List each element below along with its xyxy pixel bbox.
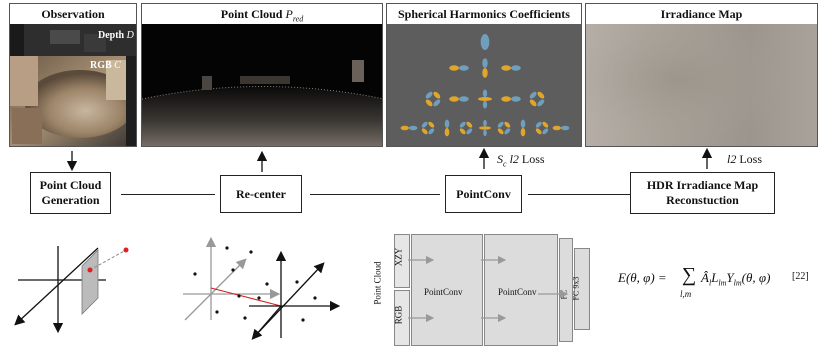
sh-lobe-6: [482, 100, 488, 109]
irradiance-image: [586, 24, 817, 146]
sh-lobe-10: [428, 128, 435, 135]
recenter-diagram: [183, 236, 341, 340]
sh-lobe-16: [535, 128, 542, 135]
recenter-box: Re-center: [220, 175, 302, 213]
observation-image: [10, 24, 136, 146]
sh-lobe-11: [444, 119, 450, 128]
sh-lobe-14: [497, 121, 504, 128]
sh-equation: E(θ, φ) = ∑ l,m ÂlLlmYlm(θ, φ) [22]: [618, 264, 809, 299]
observation-panel: Observation Depth D RGB C: [9, 3, 137, 147]
sh-lobe-12: [466, 128, 473, 135]
point-cloud-panel: Point Cloud Pred: [141, 3, 383, 147]
sh-lobe-8: [537, 99, 545, 107]
sh-lobe-15: [520, 128, 526, 137]
sh-loss-label: Sc l2 Loss: [497, 152, 545, 169]
eq-lhs: E(θ, φ) =: [618, 270, 667, 285]
sh-lobe-13: [483, 119, 487, 127]
sh-lobe-12: [459, 121, 466, 128]
connector-2: [310, 194, 440, 196]
sh-lobe-16: [535, 121, 542, 128]
sh-lobe-16: [542, 121, 549, 128]
sh-lobe-8: [529, 91, 537, 99]
pc-gen-line1: Point Cloud: [39, 178, 102, 192]
hdr-line2: Reconstuction: [666, 193, 739, 207]
sh-lobe-0: [480, 34, 490, 50]
sh-lobe-1: [459, 65, 469, 71]
hdr-reconstruction-box: HDR Irradiance Map Reconstuction: [630, 172, 775, 214]
irradiance-panel: Irradiance Map: [585, 3, 818, 147]
sh-lobe-12: [466, 121, 473, 128]
eq-sum: ∑: [681, 264, 697, 286]
net-xyz-block: [394, 234, 410, 288]
point-cloud-image: [142, 24, 382, 146]
sh-lobe-14: [504, 128, 511, 135]
sh-lobe-5: [459, 96, 469, 102]
sh-lobe-7: [501, 96, 511, 102]
pc-gen-line2: Generation: [41, 193, 100, 207]
projection-diagram: [14, 246, 129, 334]
sh-lobe-2: [482, 58, 488, 68]
sh-lobe-10: [421, 128, 428, 135]
sh-lobe-8: [529, 99, 537, 107]
sh-lobe-11: [444, 128, 450, 137]
sh-lobe-12: [459, 128, 466, 135]
sh-lobe-6: [478, 97, 492, 101]
pointconv-box: PointConv: [445, 175, 522, 213]
eq-rhs: ÂlLlmYlm(θ, φ): [701, 270, 771, 288]
sh-lobe-2: [482, 68, 488, 78]
sh-lobe-1: [449, 65, 459, 71]
net-block1-label: PointConv: [424, 287, 463, 297]
net-block2-label: PointConv: [498, 287, 537, 297]
network-diagram: Point Cloud XZY RGB PointConv PointConv …: [373, 232, 603, 346]
sh-lobe-6: [482, 89, 488, 98]
sh-lobe-8: [537, 91, 545, 99]
sh-lobes: [400, 34, 570, 137]
sh-lobe-13: [479, 126, 491, 130]
eq-citation: [22]: [792, 271, 809, 282]
sh-lobe-9: [408, 125, 418, 131]
net-fc93-block: [574, 248, 590, 330]
sh-lobe-17: [560, 125, 570, 131]
point-cloud-title: Point Cloud Pred: [142, 4, 382, 24]
sh-lobe-13: [483, 129, 487, 137]
sh-lobe-4: [425, 99, 433, 107]
eq-sum-sub: l,m: [680, 289, 692, 299]
sh-lobe-14: [497, 128, 504, 135]
sh-lobe-3: [501, 65, 511, 71]
sh-panel: Spherical Harmonics Coefficients: [386, 3, 582, 147]
sh-lobe-15: [520, 119, 526, 128]
connector-1: [121, 194, 215, 196]
sh-lobe-10: [421, 121, 428, 128]
net-pointconv-block-2: [484, 234, 558, 346]
sh-lobe-4: [433, 91, 441, 99]
sh-lobe-4: [433, 99, 441, 107]
sh-lobe-5: [449, 96, 459, 102]
irr-loss-label: l2 Loss: [727, 152, 763, 166]
net-arrows: [408, 255, 569, 323]
hdr-line1: HDR Irradiance Map: [646, 178, 759, 192]
rgb-label: RGB C: [90, 60, 121, 71]
observation-title: Observation: [10, 4, 136, 24]
sh-lobe-10: [428, 121, 435, 128]
sh-lobe-3: [510, 65, 521, 71]
sh-lobe-7: [510, 96, 521, 102]
sh-title: Spherical Harmonics Coefficients: [387, 4, 581, 24]
sh-lobe-9: [400, 125, 409, 131]
net-pointconv-block-1: [411, 234, 483, 346]
sh-lobe-4: [425, 91, 433, 99]
sh-lobe-16: [542, 128, 549, 135]
sh-lobe-14: [504, 121, 511, 128]
point-cloud-generation-box: Point Cloud Generation: [30, 172, 111, 214]
sh-lobe-17: [552, 125, 561, 131]
connector-3: [528, 194, 630, 196]
irradiance-title: Irradiance Map: [586, 4, 817, 24]
depth-label: Depth D: [98, 30, 134, 41]
